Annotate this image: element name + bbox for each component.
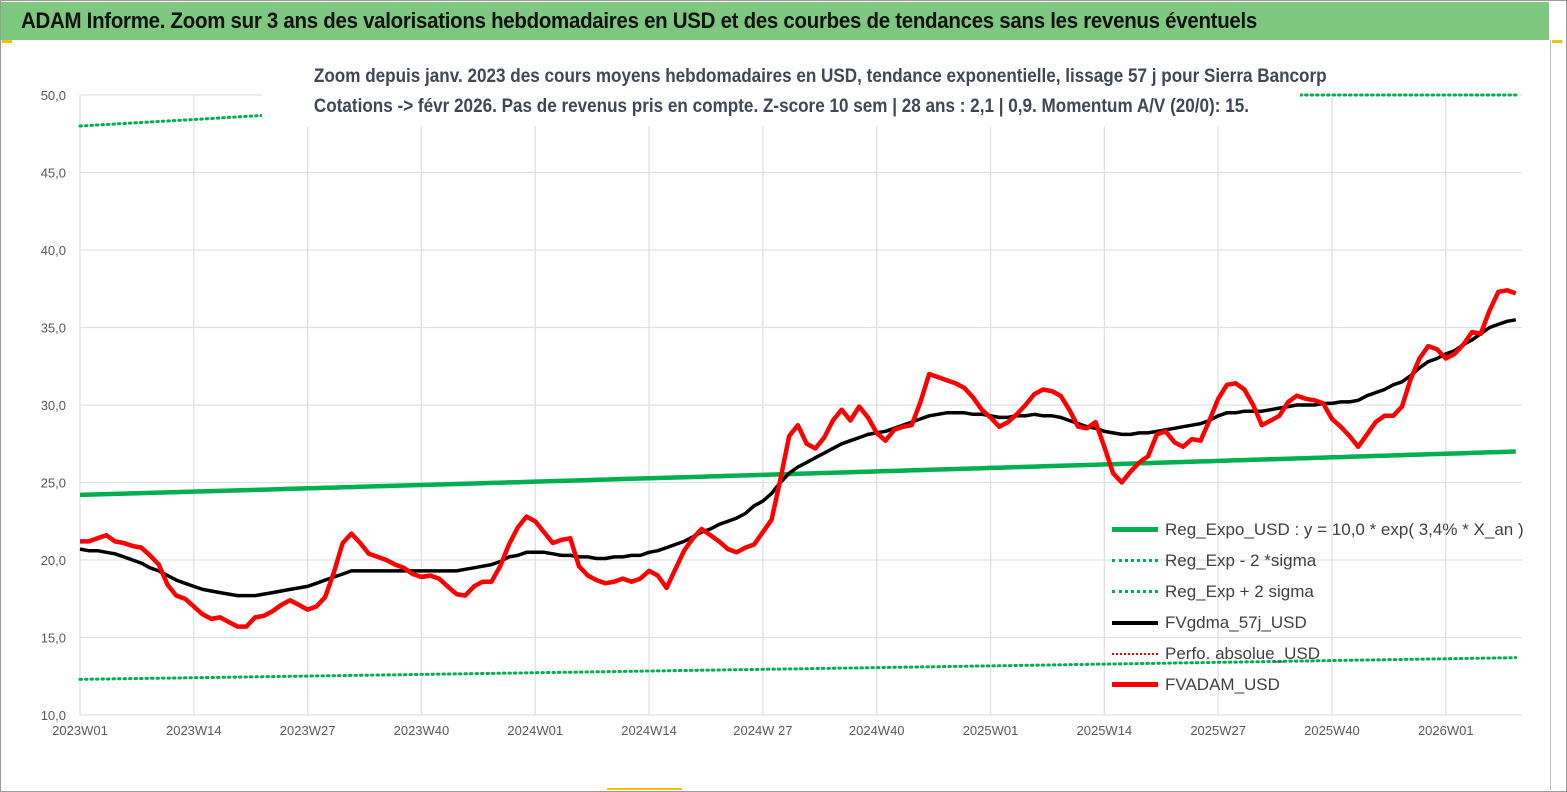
legend-swatch [1112, 682, 1158, 687]
yellow-mark [2, 40, 12, 43]
x-axis-ticks: 2023W01 2023W14 2023W27 2023W40 2024W01 2024W… [52, 723, 1473, 738]
legend-label: Reg_Exp + 2 sigma [1165, 581, 1314, 601]
y-tick-label: 15,0 [41, 631, 66, 646]
x-tick-label: 2025W14 [1077, 723, 1133, 738]
legend-item-reg-expo: Reg_Expo_USD : y = 10,0 * exp( 3,4% * X_… [1112, 514, 1524, 545]
y-tick-label: 50,0 [41, 88, 66, 103]
legend-swatch [1112, 620, 1158, 625]
header-bar: ADAM Informe. Zoom sur 3 ans des valoris… [1, 2, 1549, 40]
subtitle-line-2: Cotations -> févr 2026. Pas de revenus p… [313, 96, 1249, 117]
legend-label: FVgdma_57j_USD [1165, 612, 1307, 632]
yellow-mark [1552, 40, 1562, 43]
legend-item-reg-plus: Reg_Exp + 2 sigma [1112, 576, 1524, 607]
page-title: ADAM Informe. Zoom sur 3 ans des valoris… [21, 8, 1258, 33]
right-edge [1550, 40, 1567, 790]
legend: Reg_Expo_USD : y = 10,0 * exp( 3,4% * X_… [1112, 514, 1524, 700]
legend-swatch [1112, 652, 1158, 655]
x-tick-label: 2024W01 [507, 723, 563, 738]
series-line-1 [78, 656, 1518, 681]
y-tick-label: 20,0 [41, 553, 66, 568]
x-tick-label: 2025W01 [963, 723, 1019, 738]
legend-swatch [1112, 559, 1158, 562]
series-line-5 [80, 288, 1517, 629]
x-tick-label: 2025W40 [1304, 723, 1360, 738]
yellow-mark [607, 788, 682, 790]
legend-item-fvgdma: FVgdma_57j_USD [1112, 607, 1524, 638]
series-lines [78, 93, 1518, 681]
x-tick-label: 2023W27 [280, 723, 336, 738]
x-tick-label: 2025W27 [1190, 723, 1246, 738]
x-tick-label: 2023W01 [52, 723, 108, 738]
y-tick-label: 45,0 [41, 166, 66, 181]
y-axis-ticks: 10,0 15,0 20,0 25,0 30,0 35,0 40,0 45,0 50,0 [41, 88, 66, 723]
legend-swatch [1112, 590, 1158, 593]
x-tick-label: 2024W40 [849, 723, 905, 738]
series-line-3 [79, 318, 1517, 598]
y-tick-label: 30,0 [41, 398, 66, 413]
legend-label: Reg_Exp - 2 *sigma [1165, 550, 1317, 570]
legend-label: FVADAM_USD [1165, 674, 1280, 694]
x-tick-label: 2024W14 [621, 723, 677, 738]
legend-label: Perfo. absolue_USD [1165, 643, 1320, 663]
x-tick-label: 2026W01 [1418, 723, 1474, 738]
y-tick-label: 25,0 [41, 476, 66, 491]
y-tick-label: 10,0 [41, 708, 66, 723]
chart-subtitle: Zoom depuis janv. 2023 des cours moyens … [262, 62, 1327, 126]
y-tick-label: 40,0 [41, 243, 66, 258]
x-tick-label: 2024W 27 [733, 723, 792, 738]
x-tick-label: 2023W40 [394, 723, 450, 738]
legend-item-reg-minus: Reg_Exp - 2 *sigma [1112, 545, 1524, 576]
legend-item-fvadam: FVADAM_USD [1112, 669, 1524, 700]
legend-swatch [1112, 527, 1158, 532]
y-tick-label: 35,0 [41, 321, 66, 336]
series-line-0 [79, 449, 1516, 498]
subtitle-line-1: Zoom depuis janv. 2023 des cours moyens … [313, 66, 1327, 87]
legend-label: Reg_Expo_USD : y = 10,0 * exp( 3,4% * X_… [1165, 519, 1524, 539]
x-tick-label: 2023W14 [166, 723, 222, 738]
legend-item-perfo: Perfo. absolue_USD [1112, 638, 1524, 669]
